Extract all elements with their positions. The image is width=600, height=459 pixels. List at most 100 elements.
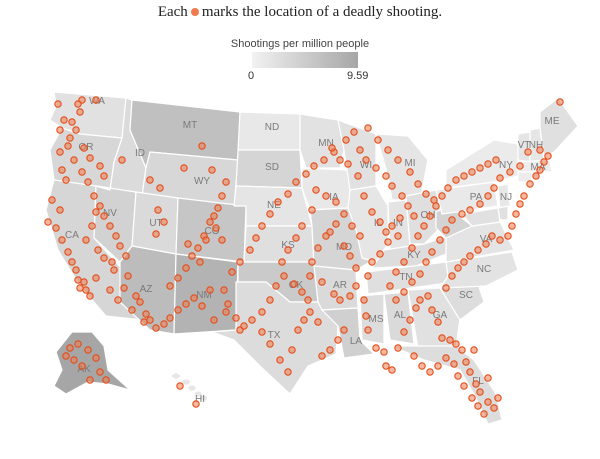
- state-label-sc: SC: [459, 290, 473, 301]
- shooting-location-marker: [446, 336, 454, 344]
- shooting-location-marker: [276, 356, 284, 364]
- shooting-location-marker: [468, 168, 476, 176]
- shooting-location-marker: [272, 282, 280, 290]
- shooting-location-marker: [368, 208, 376, 216]
- shooting-location-marker: [396, 214, 404, 222]
- shooting-location-marker: [96, 368, 104, 376]
- shooting-location-marker: [128, 306, 136, 314]
- shooting-location-marker: [336, 296, 344, 304]
- shooting-location-marker: [340, 242, 348, 250]
- shooting-location-marker: [146, 176, 154, 184]
- state-shapes: [45, 91, 579, 425]
- state-ks: [243, 225, 315, 263]
- shooting-location-marker: [386, 282, 394, 290]
- shooting-location-marker: [364, 124, 372, 132]
- shooting-location-marker: [110, 266, 118, 274]
- shooting-location-marker: [516, 200, 524, 208]
- shooting-location-marker: [476, 200, 484, 208]
- shooting-location-marker: [400, 328, 408, 336]
- shooting-location-marker: [184, 240, 192, 248]
- shooting-location-marker: [154, 206, 162, 214]
- shooting-location-marker: [206, 218, 214, 226]
- shooting-location-marker: [86, 154, 94, 162]
- shooting-location-marker: [78, 362, 86, 370]
- shooting-location-marker: [404, 202, 412, 210]
- shooting-location-marker: [438, 334, 446, 342]
- state-label-ny: NY: [499, 160, 513, 171]
- shooting-location-marker: [360, 192, 368, 200]
- shooting-location-marker: [166, 282, 174, 290]
- shooting-location-marker: [198, 302, 206, 310]
- state-hi: [169, 371, 183, 381]
- shooting-location-marker: [398, 192, 406, 200]
- shooting-location-marker: [412, 304, 420, 312]
- state-label-nj: NJ: [500, 192, 512, 203]
- shooting-location-marker: [192, 400, 200, 408]
- shooting-location-marker: [152, 230, 160, 238]
- shooting-location-marker: [94, 246, 102, 254]
- shooting-location-marker: [394, 156, 402, 164]
- shooting-location-marker: [62, 176, 70, 184]
- state-label-tx: TX: [268, 330, 281, 341]
- shooting-location-marker: [74, 340, 82, 348]
- shooting-location-marker: [452, 340, 460, 348]
- shooting-location-marker: [108, 258, 116, 266]
- shooting-location-marker: [416, 296, 424, 304]
- shooting-location-marker: [466, 252, 474, 260]
- shooting-location-marker: [430, 196, 438, 204]
- state-label-ar: AR: [333, 280, 347, 291]
- shooting-location-marker: [64, 248, 72, 256]
- shooting-location-marker: [306, 308, 314, 316]
- state-label-mt: MT: [183, 120, 197, 131]
- shooting-location-marker: [136, 298, 144, 306]
- shooting-location-marker: [102, 376, 110, 384]
- headline-suffix: marks the location of a deadly shooting.: [201, 4, 443, 20]
- shooting-location-marker: [208, 166, 216, 174]
- shooting-location-marker: [116, 242, 124, 250]
- shooting-location-marker: [368, 258, 376, 266]
- shooting-location-marker: [442, 284, 450, 292]
- shooting-location-marker: [348, 222, 356, 230]
- state-label-la: LA: [350, 336, 363, 347]
- shooting-location-marker: [400, 288, 408, 296]
- shooting-location-marker: [84, 346, 92, 354]
- shooting-location-marker: [376, 250, 384, 258]
- shooting-location-marker: [322, 192, 330, 200]
- state-label-ut: UT: [149, 218, 162, 229]
- shooting-location-marker: [280, 272, 288, 280]
- shooting-location-marker: [118, 156, 126, 164]
- shooting-location-marker: [70, 156, 78, 164]
- shooting-location-marker: [76, 284, 84, 292]
- dot-legend-icon: [190, 8, 199, 17]
- shooting-location-marker: [364, 326, 372, 334]
- shooting-location-marker: [228, 268, 236, 276]
- shooting-location-marker: [394, 232, 402, 240]
- shooting-location-marker: [394, 344, 402, 352]
- state-label-nm: NM: [196, 290, 212, 301]
- hawaii-island: [182, 379, 190, 385]
- state-labels: WAORCANVIDMTWYUTAZCONMNDSDNEKSOKTXMNIAMO…: [65, 96, 560, 405]
- shooting-location-marker: [506, 168, 514, 176]
- shooting-location-marker: [202, 236, 210, 244]
- shooting-location-marker: [72, 126, 80, 134]
- shooting-location-marker: [410, 352, 418, 360]
- shooting-location-marker: [376, 218, 384, 226]
- state-mi: [375, 133, 429, 201]
- shooting-location-marker: [406, 316, 414, 324]
- shooting-location-marker: [218, 236, 226, 244]
- state-tx: [211, 281, 339, 395]
- shooting-location-marker: [426, 368, 434, 376]
- shooting-location-marker: [336, 156, 344, 164]
- shooting-location-marker: [458, 210, 466, 218]
- shooting-location-marker: [476, 388, 484, 396]
- shooting-location-marker: [372, 164, 380, 172]
- shooting-location-marker: [284, 368, 292, 376]
- shooting-location-marker: [460, 172, 468, 180]
- shooting-location-marker: [392, 296, 400, 304]
- shooting-location-marker: [410, 212, 418, 220]
- shooting-location-marker: [56, 206, 64, 214]
- shooting-location-marker: [352, 282, 360, 290]
- shooting-location-marker: [434, 318, 442, 326]
- state-label-in: IN: [393, 218, 403, 229]
